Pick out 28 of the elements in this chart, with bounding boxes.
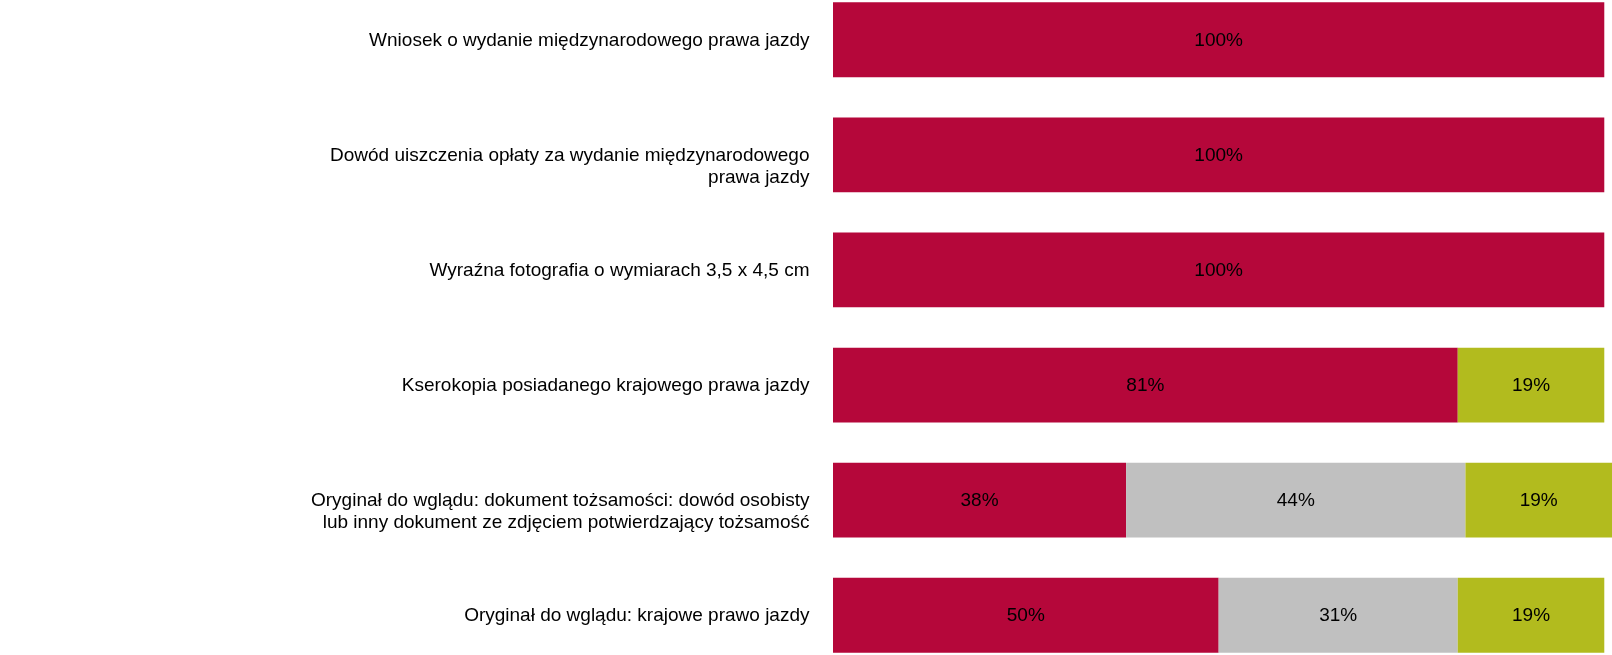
data-label: 19%	[1512, 604, 1551, 626]
data-label: 31%	[1319, 604, 1358, 626]
y-tick-label: Oryginał do wglądu: dokument tożsamości: dowód osobisty lub inny dokument ze zdjęciem potwierdzający tożsamość	[311, 489, 810, 533]
bar	[1465, 462, 1612, 538]
data-label: 100%	[1194, 28, 1244, 50]
y-tick-label: Oryginał do wglądu: krajowe prawo jazdy	[464, 604, 810, 626]
data-label: 100%	[1194, 143, 1244, 165]
y-tick-label: Wniosek o wydanie międzynarodowego prawa jazdy	[369, 28, 810, 50]
bar	[833, 462, 1127, 538]
data-label: 19%	[1512, 374, 1551, 396]
bar	[1126, 462, 1466, 538]
bar	[833, 347, 1458, 423]
y-tick-label: Kserokopia posiadanego krajowego prawa jazdy	[401, 374, 810, 396]
data-label: 81%	[1126, 374, 1165, 396]
data-label: 44%	[1276, 489, 1315, 511]
bar	[833, 232, 1605, 308]
data-label: 19%	[1519, 489, 1558, 511]
data-label: 38%	[960, 489, 999, 511]
bar	[833, 117, 1605, 193]
bar	[833, 577, 1219, 653]
bar	[1457, 577, 1605, 653]
data-label: 100%	[1194, 258, 1244, 280]
bar	[1218, 577, 1458, 653]
y-tick-label: Wyraźna fotografia o wymiarach 3,5 x 4,5 cm	[429, 258, 810, 280]
y-tick-label: Dowód uiszczenia opłaty za wydanie międzynarodowego prawa jazdy	[330, 143, 810, 187]
data-label: 50%	[1006, 604, 1045, 626]
bar	[1457, 347, 1605, 423]
bar	[833, 2, 1605, 78]
